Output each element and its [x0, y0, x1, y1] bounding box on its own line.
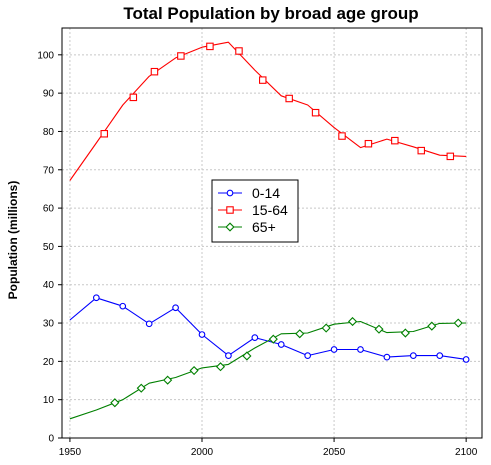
data-point-15-64 [100, 130, 109, 138]
data-point-0-14 [92, 294, 100, 302]
y-tick-label: 0 [48, 434, 54, 445]
series-15-64 [69, 41, 467, 181]
legend-label-0-14: 0-14 [252, 185, 280, 201]
data-point-0-14 [277, 341, 285, 348]
data-point-0-14 [145, 320, 153, 328]
data-point-15-64 [311, 108, 320, 117]
legend-item-65+: 65+ [218, 219, 276, 235]
data-point-65+ [242, 351, 252, 361]
data-point-15-64 [338, 132, 346, 140]
legend-marker-15-64 [226, 206, 234, 214]
y-tick-label: 20 [43, 357, 55, 368]
data-point-0-14 [119, 302, 127, 310]
data-point-15-64 [391, 136, 399, 145]
data-point-15-64 [364, 139, 373, 148]
data-point-15-64 [285, 94, 293, 103]
data-point-65+ [400, 328, 410, 338]
y-tick-label: 90 [43, 89, 55, 100]
y-tick-label: 70 [43, 165, 55, 176]
x-tick-label: 1950 [59, 447, 82, 458]
data-point-65+ [321, 323, 331, 333]
y-tick-label: 40 [43, 280, 55, 291]
data-point-15-64 [150, 67, 159, 76]
x-tick-label: 2050 [323, 447, 346, 458]
data-point-0-14 [225, 352, 232, 359]
data-point-0-14 [436, 352, 444, 359]
data-point-0-14 [330, 346, 338, 353]
data-point-65+ [374, 324, 384, 334]
data-point-15-64 [129, 93, 138, 102]
data-point-65+ [453, 318, 463, 328]
data-point-65+ [268, 334, 278, 344]
data-point-65+ [215, 362, 226, 372]
data-point-65+ [110, 398, 120, 408]
data-point-0-14 [251, 334, 259, 341]
gridlines [62, 28, 482, 438]
y-tick-label: 100 [37, 50, 54, 61]
data-point-15-64 [177, 52, 185, 60]
data-point-15-64 [235, 47, 243, 55]
legend-item-0-14: 0-14 [218, 185, 280, 201]
legend-label-65+: 65+ [252, 219, 276, 235]
data-point-0-14 [198, 331, 206, 338]
legend-item-15-64: 15-64 [218, 202, 288, 218]
data-point-15-64 [206, 42, 214, 51]
series-65+ [69, 316, 467, 420]
y-axis-label: Population (millions) [6, 181, 20, 300]
data-point-0-14 [409, 352, 417, 359]
data-point-15-64 [259, 76, 267, 84]
x-tick-label: 2000 [191, 447, 214, 458]
data-point-0-14 [357, 346, 364, 353]
data-point-65+ [136, 383, 146, 393]
series-line-65+ [69, 320, 467, 420]
legend-marker-0-14 [226, 189, 234, 197]
data-point-65+ [347, 316, 358, 327]
legend-label-15-64: 15-64 [252, 202, 288, 218]
axis-ticks: 0 10 20 30 40 50 60 70 80 90 100 1950 2000 2050 2100 [37, 50, 477, 458]
data-point-0-14 [462, 356, 470, 363]
chart-title: Total Population by broad age group [123, 4, 418, 23]
data-point-15-64 [417, 146, 425, 155]
series-lines [69, 41, 470, 420]
data-point-0-14 [304, 352, 312, 359]
legend-marker-65+ [225, 222, 235, 232]
data-point-0-14 [383, 353, 391, 361]
y-tick-label: 50 [43, 242, 55, 253]
data-point-65+ [189, 365, 199, 376]
y-tick-label: 80 [43, 127, 55, 138]
y-tick-label: 30 [43, 319, 55, 330]
data-point-65+ [427, 321, 437, 331]
series-line-15-64 [69, 41, 467, 181]
data-point-0-14 [172, 304, 179, 312]
x-tick-label: 2100 [455, 447, 478, 458]
plot-frame [61, 27, 483, 439]
data-point-65+ [163, 375, 173, 385]
data-point-15-64 [446, 152, 455, 161]
y-tick-label: 10 [43, 395, 55, 406]
legend-box [211, 179, 299, 243]
data-point-65+ [295, 329, 305, 339]
y-tick-label: 60 [43, 204, 55, 215]
